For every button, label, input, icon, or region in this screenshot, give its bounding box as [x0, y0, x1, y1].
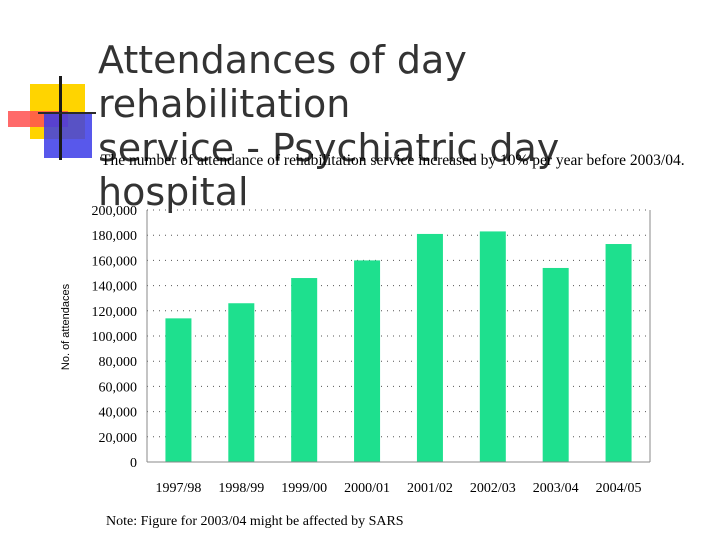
y-tick-label: 0: [130, 456, 137, 471]
y-tick-label: 20,000: [99, 431, 138, 446]
bar: [542, 267, 569, 462]
y-tick-label: 200,000: [92, 204, 138, 219]
bar: [354, 260, 381, 462]
decor-blue-square: [44, 112, 92, 158]
x-tick-label: 2004/05: [596, 481, 642, 496]
bar: [165, 318, 192, 462]
bar: [228, 303, 255, 462]
y-axis-label: No. of attendaces: [60, 283, 72, 370]
x-tick-label: 1997/98: [155, 481, 201, 496]
x-tick-label: 1998/99: [218, 481, 264, 496]
x-tick-label: 2000/01: [344, 481, 390, 496]
y-tick-label: 100,000: [92, 330, 138, 345]
slide-subtitle: The number of attendance of rehabilitati…: [101, 152, 685, 169]
bars: [165, 231, 632, 462]
bar: [291, 278, 318, 462]
slide-title: Attendances of day rehabilitation servic…: [98, 38, 560, 214]
x-tick-label: 1999/00: [281, 481, 327, 496]
y-tick-label: 120,000: [92, 305, 138, 320]
bar: [605, 244, 632, 462]
decor-vertical-line: [59, 76, 62, 160]
y-tick-label: 140,000: [92, 280, 138, 295]
axes: 0 20,000 40,000 60,000 80,000 100,000 120,000 1…: [92, 204, 651, 496]
decor-horizontal-line: [38, 112, 96, 114]
grid-lines: [147, 209, 650, 438]
y-tick-label: 180,000: [92, 229, 138, 244]
x-tick-label: 2001/02: [407, 481, 453, 496]
y-tick-label: 80,000: [99, 355, 138, 370]
footnote: Note: Figure for 2003/04 might be affect…: [106, 514, 404, 529]
y-tick-label: 160,000: [92, 254, 138, 269]
bar: [416, 233, 443, 462]
x-tick-label: 2003/04: [533, 481, 579, 496]
y-tick-label: 40,000: [99, 406, 138, 421]
x-tick-label: 2002/03: [470, 481, 516, 496]
bar: [479, 231, 506, 462]
y-tick-label: 60,000: [99, 380, 138, 395]
